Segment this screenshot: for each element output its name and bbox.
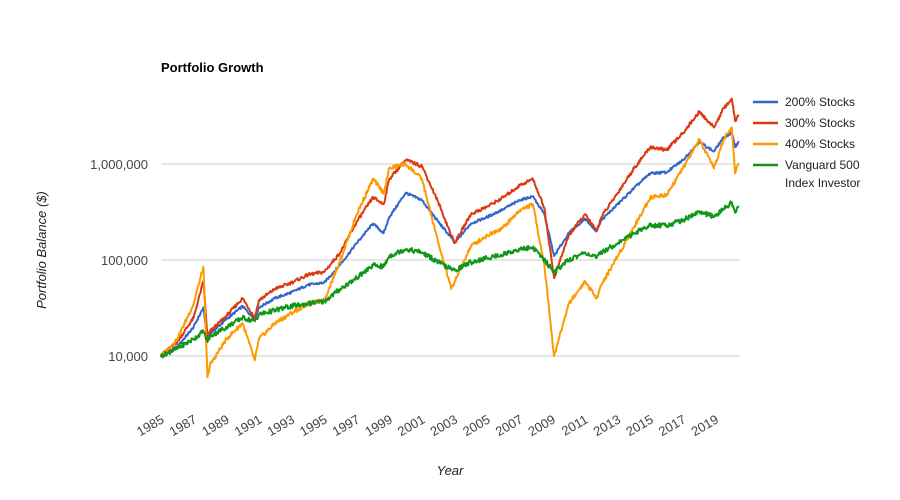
x-tick-label: 2009 <box>525 412 558 439</box>
x-tick-label: 2013 <box>591 412 624 439</box>
x-axis-ticks: 1985 1987 1989 1991 1993 1995 1997 1999 2001 2003… <box>134 412 721 439</box>
legend-item-200-stocks[interactable]: 200% Stocks <box>753 95 855 109</box>
x-tick-label: 1999 <box>362 412 395 439</box>
grid-lines <box>161 163 740 357</box>
x-tick-label: 2011 <box>559 412 591 439</box>
x-tick-label: 1985 <box>134 412 167 439</box>
chart-title: Portfolio Growth <box>161 60 264 75</box>
legend-label-400-stocks: 400% Stocks <box>785 137 855 151</box>
x-tick-label: 2005 <box>460 412 493 439</box>
legend-label-vanguard-500-line2: Index Investor <box>785 176 860 190</box>
y-tick-label: 100,000 <box>101 253 148 268</box>
x-tick-label: 2003 <box>428 412 461 439</box>
y-tick-label: 10,000 <box>108 349 148 364</box>
y-axis-title: Portfolio Balance ($) <box>34 191 49 309</box>
x-tick-label: 1991 <box>232 412 265 439</box>
legend-label-200-stocks: 200% Stocks <box>785 95 855 109</box>
x-tick-label: 1997 <box>330 412 363 439</box>
legend-item-400-stocks[interactable]: 400% Stocks <box>753 137 855 151</box>
x-tick-label: 2007 <box>493 412 526 439</box>
x-tick-label: 2001 <box>395 412 428 439</box>
series-line-300-stocks <box>160 97 740 358</box>
series-line-400-stocks <box>160 126 740 379</box>
legend-item-300-stocks[interactable]: 300% Stocks <box>753 116 855 130</box>
x-axis-title: Year <box>437 463 464 478</box>
x-tick-label: 1987 <box>167 412 200 439</box>
x-tick-label: 1995 <box>297 412 330 439</box>
y-axis-ticks: 10,000 100,000 1,000,000 <box>90 157 148 364</box>
legend-label-300-stocks: 300% Stocks <box>785 116 855 130</box>
x-tick-label: 2017 <box>656 412 689 439</box>
series-lines <box>160 97 740 379</box>
x-tick-label: 1989 <box>199 412 232 439</box>
legend-item-vanguard-500[interactable]: Vanguard 500 Index Investor <box>753 158 860 190</box>
legend-label-vanguard-500-line1: Vanguard 500 <box>785 158 860 172</box>
legend: 200% Stocks 300% Stocks 400% Stocks Vang… <box>753 95 860 190</box>
y-tick-label: 1,000,000 <box>90 157 148 172</box>
x-tick-label: 2015 <box>623 412 656 439</box>
series-line-200-stocks <box>160 131 740 357</box>
series-line-vanguard-500-index-investor <box>160 200 740 359</box>
x-tick-label: 1993 <box>264 412 297 439</box>
x-tick-label: 2019 <box>688 412 721 439</box>
